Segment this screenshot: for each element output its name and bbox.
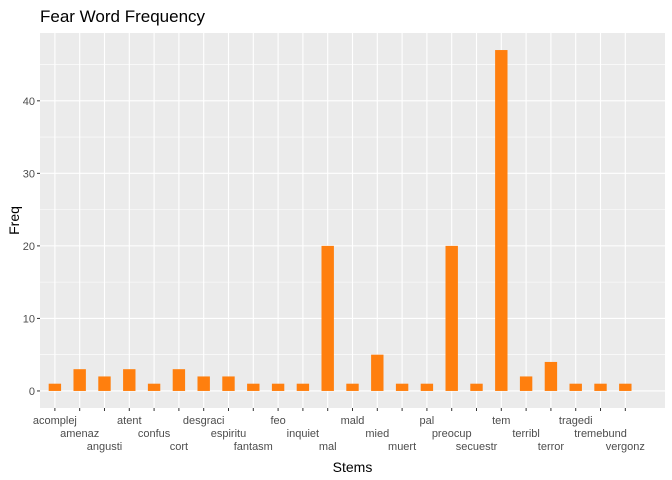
x-tick-label: acomplej [33,415,77,427]
x-tick-label: muert [388,441,416,453]
x-tick-label: desgraci [183,415,225,427]
bar [222,376,235,391]
x-tick-label: pal [420,415,435,427]
bar [197,376,210,391]
x-tick-label: angusti [87,441,122,453]
bar [247,383,260,391]
x-tick-label: preocup [432,428,472,440]
bar [544,361,558,391]
x-tick-label: espiritu [211,428,246,440]
x-tick-label: mied [365,428,389,440]
bar [73,369,86,391]
bar [98,376,111,391]
major-gridlines [40,33,665,408]
x-tick-label: fantasm [234,441,273,453]
bar [123,369,136,391]
bar [371,354,384,391]
x-tick-label: vergonz [606,441,645,453]
bar [569,383,582,391]
bar [470,383,483,391]
x-axis-title: Stems [333,459,373,475]
x-tick-label: cort [170,441,188,453]
y-axis: 0 10 20 30 40 [23,96,40,398]
x-tick-label: tremebund [574,428,627,440]
y-tick-label: 0 [29,386,35,398]
bar [495,50,508,391]
x-tick-label: atent [117,415,141,427]
x-tick-label: mal [319,441,337,453]
bar [619,383,632,391]
bar [172,369,186,391]
bar [346,383,359,391]
bar [420,383,434,391]
x-tick-label: terror [538,441,565,453]
x-tick-label: secuestr [456,441,498,453]
bar [395,383,409,391]
bar [48,383,62,391]
y-tick-label: 20 [23,241,35,253]
x-tick-label: confus [138,428,171,440]
bar [271,383,285,391]
y-tick-label: 30 [23,168,35,180]
x-tick-label: mald [341,415,365,427]
bar [296,383,310,391]
x-tick-label: inquiet [287,428,319,440]
bars [48,50,632,391]
x-tick-label: terribl [512,428,540,440]
bar [147,383,161,391]
chart-title: Fear Word Frequency [40,7,206,26]
x-tick-label: tem [492,415,510,427]
x-tick-label: tragedi [559,415,593,427]
y-tick-label: 40 [23,96,35,108]
bar [594,383,607,391]
x-tick-label: amenaz [60,428,99,440]
x-tick-label: feo [270,415,285,427]
y-tick-label: 10 [23,313,35,325]
y-axis-title: Freq [6,206,22,235]
bar [445,245,458,391]
bar [321,245,334,391]
bar [519,376,533,391]
